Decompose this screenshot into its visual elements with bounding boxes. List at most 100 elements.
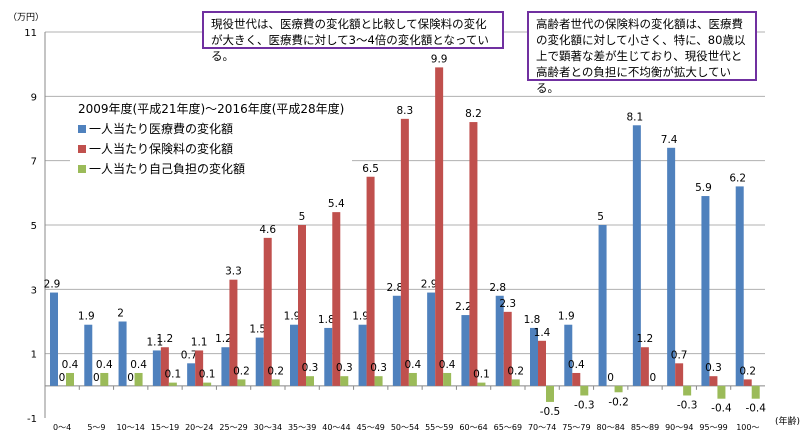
data-label: 1.1 (147, 336, 164, 348)
bar-copay (408, 372, 417, 386)
bar-medical (255, 337, 264, 386)
bar-copay (271, 379, 280, 386)
data-label: 2.2 (455, 301, 472, 313)
data-label: 5.9 (695, 182, 712, 194)
bar-premium (195, 350, 204, 386)
data-label: 2.9 (44, 279, 61, 291)
legend-label: 一人当たり自己負担の変化額 (89, 162, 246, 176)
bar-medical (701, 196, 710, 386)
data-label: 2.8 (387, 282, 404, 294)
x-tick-label: 10～14 (117, 423, 145, 432)
data-label: 0.4 (439, 359, 456, 371)
bar-medical (358, 324, 367, 386)
bar-premium (640, 347, 649, 386)
y-tick-label: 1 (31, 350, 37, 361)
data-label: 1.5 (249, 324, 266, 336)
bar-medical (461, 315, 470, 386)
data-label: 0.4 (96, 359, 113, 371)
bar-medical (735, 186, 744, 386)
bar-copay (100, 372, 109, 386)
bar-premium (366, 176, 375, 386)
bar-copay (580, 385, 589, 396)
data-label: 0.2 (507, 365, 524, 377)
x-tick-label: 95～99 (699, 423, 727, 432)
bar-medical (427, 292, 436, 386)
bar-premium (503, 311, 512, 386)
data-label: -0.5 (540, 406, 561, 418)
data-label: 1.2 (215, 333, 232, 345)
data-label: 1.9 (284, 311, 301, 323)
bar-medical (667, 147, 676, 386)
bar-copay (306, 376, 314, 386)
bar-premium (743, 379, 752, 386)
bar-copay (340, 376, 349, 386)
x-tick-label: 85～89 (631, 423, 659, 432)
data-label: 1.9 (352, 311, 369, 323)
data-label: 0.1 (199, 369, 216, 381)
x-tick-label: 75～79 (562, 423, 590, 432)
data-label: 5 (597, 211, 604, 223)
bar-medical (221, 347, 230, 386)
data-label: 0.1 (165, 369, 182, 381)
legend-swatch (78, 145, 86, 153)
bar-copay (374, 376, 383, 386)
bar-medical (495, 295, 504, 386)
legend: 2009年度(平成21年度)～2016年度(平成28年度) 一人当たり医療費の変… (70, 97, 353, 181)
x-tick-label: 20～24 (185, 423, 213, 432)
bar-medical (324, 327, 333, 386)
legend-swatch (78, 125, 86, 133)
data-label: 0.3 (705, 362, 722, 374)
bar-copay (134, 372, 143, 386)
bar-medical (118, 321, 127, 386)
data-label: -0.4 (711, 403, 732, 415)
data-label: 0.7 (181, 349, 198, 361)
legend-item-copay: 一人当たり自己負担の変化額 (78, 159, 344, 179)
bar-copay (237, 379, 246, 386)
bar-copay (683, 385, 692, 396)
data-label: 9.9 (431, 53, 448, 65)
x-tick-label: 5～9 (87, 423, 105, 432)
bar-premium (469, 122, 478, 386)
x-tick-label: 25～29 (219, 423, 247, 432)
y-tick-label: 11 (24, 28, 37, 39)
y-tick-label: 5 (31, 221, 37, 232)
data-label: 0.7 (671, 349, 688, 361)
bar-premium (400, 118, 409, 386)
x-tick-label: 80～84 (597, 423, 625, 432)
x-tick-label: 65～69 (494, 423, 522, 432)
data-label: 7.4 (661, 134, 678, 146)
data-label: 0.4 (568, 359, 585, 371)
bar-medical (152, 350, 161, 386)
data-label: 0.4 (62, 359, 79, 371)
bar-medical (598, 225, 607, 386)
bar-copay (203, 382, 212, 386)
bar-premium (229, 279, 238, 386)
bar-medical (564, 324, 573, 386)
data-label: 5 (299, 211, 306, 223)
data-label: 8.3 (397, 105, 414, 117)
data-label: 1.9 (78, 311, 95, 323)
bar-premium (572, 372, 581, 386)
data-label: 2.8 (489, 282, 506, 294)
y-tick-label: 9 (31, 92, 37, 103)
data-label: 1.2 (637, 333, 654, 345)
data-label: -0.3 (677, 399, 698, 411)
x-tick-label: 90～94 (665, 423, 693, 432)
x-tick-label: 70～74 (528, 423, 556, 432)
bar-copay (751, 385, 760, 399)
data-label: 1.8 (318, 314, 335, 326)
bar-copay (443, 372, 452, 386)
data-label: 5.4 (328, 198, 345, 210)
data-label: 0 (59, 372, 66, 384)
data-label: 0.3 (370, 362, 387, 374)
data-label: 6.5 (362, 163, 379, 175)
data-label: 0.3 (336, 362, 353, 374)
legend-label: 一人当たり保険料の変化額 (89, 142, 234, 156)
bar-medical (632, 125, 641, 386)
bar-premium (435, 67, 444, 386)
bar-premium (298, 225, 306, 386)
x-tick-label: 30～34 (254, 423, 282, 432)
legend-label: 一人当たり医療費の変化額 (89, 122, 234, 136)
data-label: -0.3 (574, 399, 595, 411)
